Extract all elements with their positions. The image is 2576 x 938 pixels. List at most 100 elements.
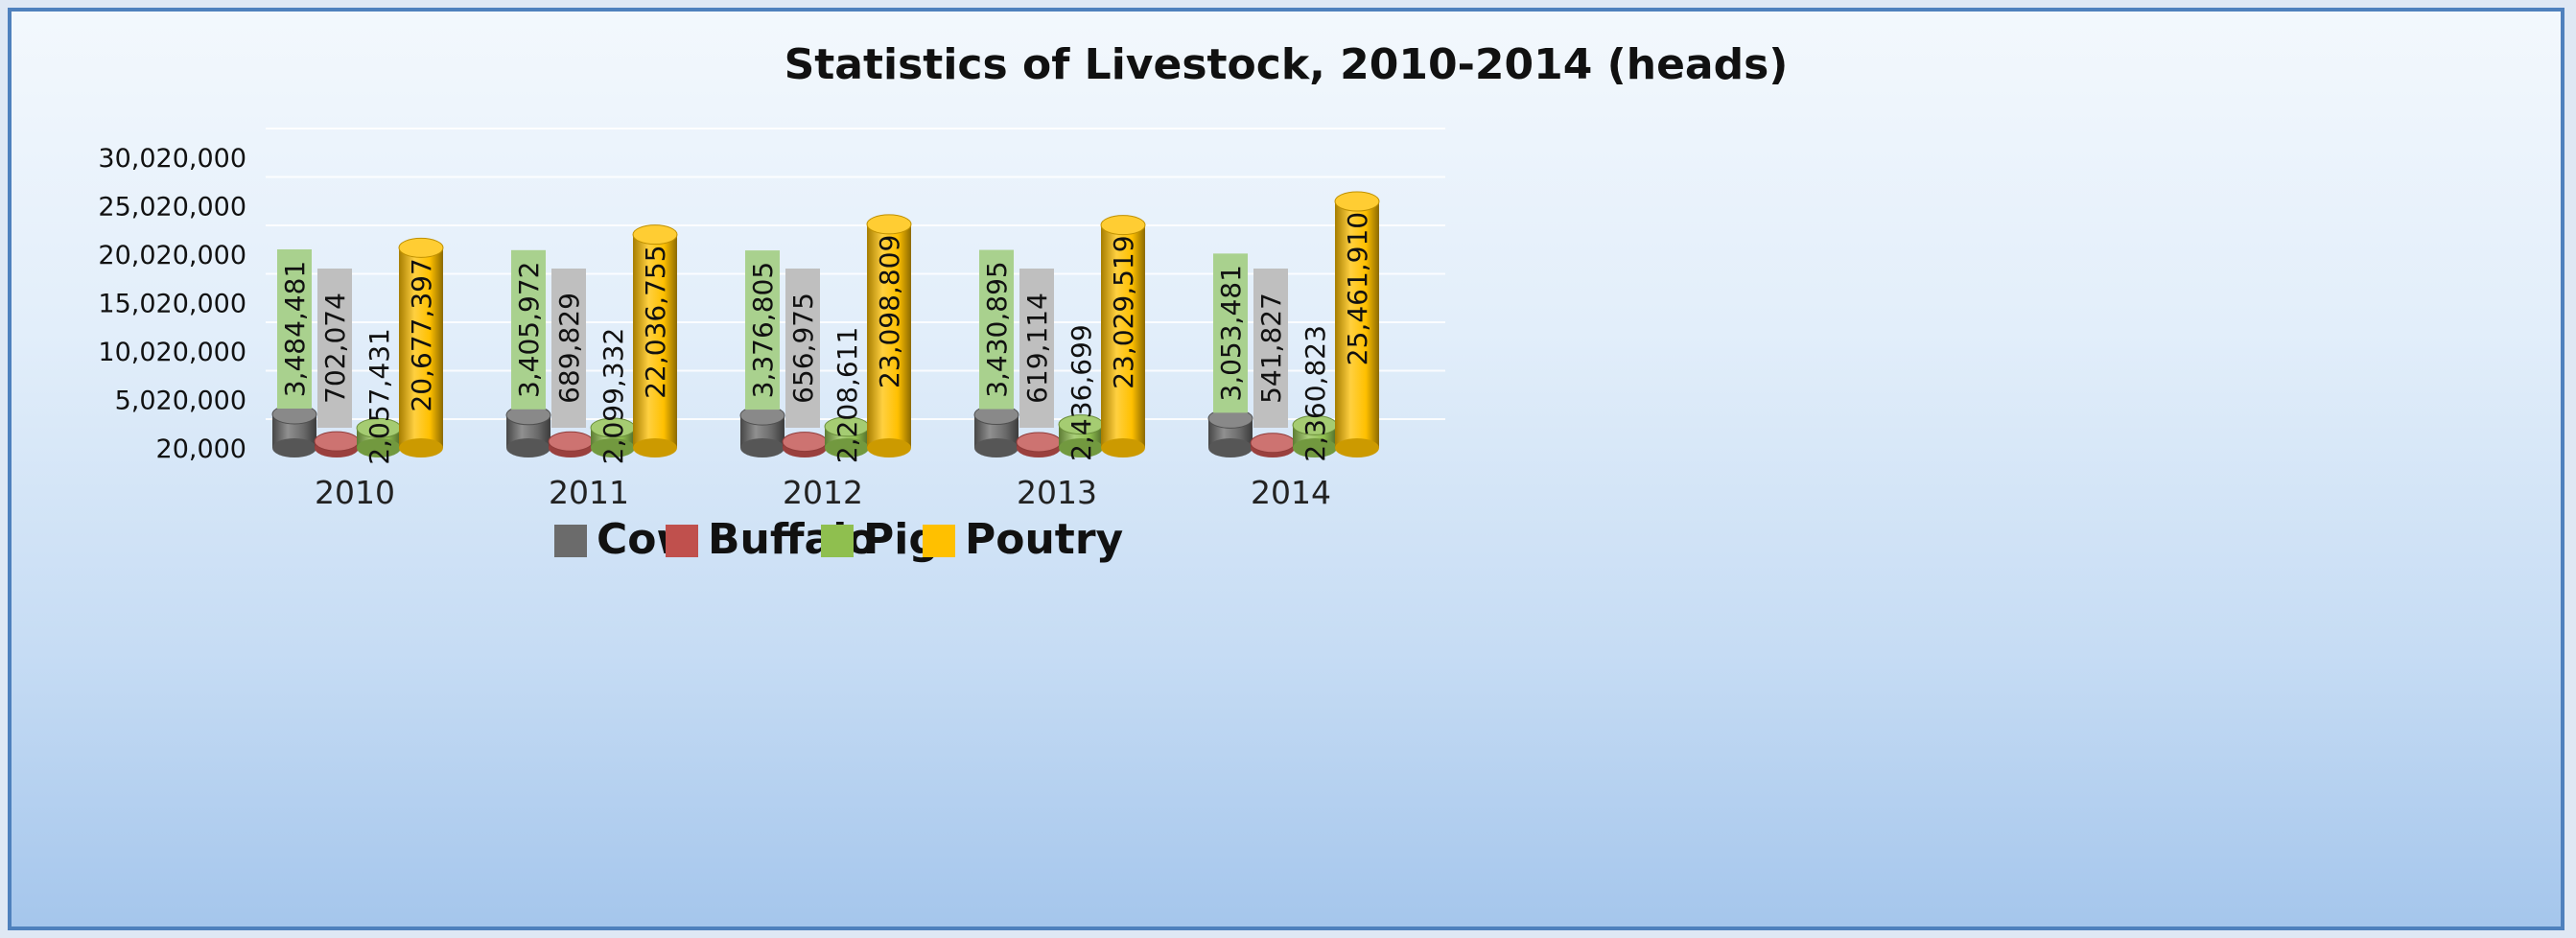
bar-poutry-2011 xyxy=(633,234,677,448)
bar-top-buffalo-2012 xyxy=(782,432,828,453)
bar-top-buffalo-2010 xyxy=(314,431,360,452)
y-tick-label: 10,020,000 xyxy=(98,338,246,367)
data-label-text: 3,405,972 xyxy=(513,262,545,399)
data-label-bg xyxy=(785,269,820,428)
y-tick-label: 15,020,000 xyxy=(98,290,246,319)
bar-base-poutry-2011 xyxy=(633,438,677,457)
bar-base-cow-2012 xyxy=(740,438,785,457)
data-label-text: 22,036,755 xyxy=(640,245,671,398)
x-tick-label-2013: 2013 xyxy=(1017,474,1097,511)
data-label-text: 3,484,481 xyxy=(279,261,311,398)
legend-swatch-poutry xyxy=(923,525,955,557)
bar-base-cow-2013 xyxy=(974,438,1019,457)
data-label-text: 3,053,481 xyxy=(1215,265,1247,402)
data-label-text: 656,975 xyxy=(787,293,819,404)
data-label-text: 2,099,332 xyxy=(597,328,629,465)
data-label-text: 20,677,397 xyxy=(406,258,437,411)
x-tick-label-2010: 2010 xyxy=(315,474,395,511)
bar-base-cow-2010 xyxy=(272,438,316,457)
chart-title: Statistics of Livestock, 2010-2014 (head… xyxy=(785,40,1789,89)
data-label-text: 2,360,823 xyxy=(1300,325,1331,462)
legend-label-poutry: Poutry xyxy=(965,515,1123,564)
data-label-text: 25,461,910 xyxy=(1342,212,1373,365)
bars: 3,484,481 702,074 2,057,431 20,677,397 3,405… xyxy=(271,191,1380,465)
data-label-pig-2012: 2,208,611 xyxy=(831,327,863,464)
data-label-buffalo-2011: 689,829 xyxy=(551,269,586,428)
bar-top-poutry-2010 xyxy=(398,237,444,258)
bar-base-poutry-2013 xyxy=(1101,438,1145,457)
bar-top-poutry-2011 xyxy=(632,224,678,246)
data-label-bg xyxy=(1019,269,1054,428)
bar-poutry-2013 xyxy=(1101,224,1145,448)
x-tick-label-2012: 2012 xyxy=(783,474,863,511)
data-label-text: 541,827 xyxy=(1255,293,1287,404)
bar-base-poutry-2014 xyxy=(1335,438,1379,457)
data-label-bg xyxy=(1253,269,1288,428)
y-tick-label: 20,020,000 xyxy=(98,241,246,270)
data-label-text: 619,114 xyxy=(1021,293,1053,404)
data-label-poutry-2011: 22,036,755 xyxy=(640,245,671,398)
data-label-buffalo-2010: 702,074 xyxy=(317,269,352,428)
x-tick-label-2011: 2011 xyxy=(549,474,629,511)
data-label-text: 689,829 xyxy=(553,293,585,404)
data-label-text: 23,098,809 xyxy=(874,235,905,388)
y-tick-label: 25,020,000 xyxy=(98,193,246,223)
bar-base-pig-2012 xyxy=(825,438,869,457)
x-axis-ticks: 2010 2011 2012 2013 2014 xyxy=(315,474,1331,511)
bar-top-buffalo-2013 xyxy=(1016,432,1062,453)
data-label-text: 2,208,611 xyxy=(831,327,863,464)
bar-top-buffalo-2011 xyxy=(548,431,594,452)
data-label-buffalo-2013: 619,114 xyxy=(1019,269,1054,428)
data-label-cow-2010: 3,484,481 xyxy=(277,249,312,410)
data-label-buffalo-2014: 541,827 xyxy=(1253,269,1288,428)
bar-poutry-2012 xyxy=(867,223,911,448)
data-label-pig-2014: 2,360,823 xyxy=(1300,325,1331,462)
legend-swatch-pig xyxy=(821,525,854,557)
data-label-poutry-2012: 23,098,809 xyxy=(874,235,905,388)
legend-swatch-cow xyxy=(554,525,587,557)
data-label-bg xyxy=(511,249,546,410)
data-label-bg xyxy=(745,250,780,410)
data-label-pig-2013: 2,436,699 xyxy=(1066,324,1097,461)
bar-top-poutry-2014 xyxy=(1334,191,1380,212)
data-label-bg xyxy=(317,269,352,428)
y-tick-label: 5,020,000 xyxy=(115,387,246,416)
data-label-pig-2011: 2,099,332 xyxy=(597,328,629,465)
data-label-bg xyxy=(1213,253,1248,413)
chart-frame: Statistics of Livestock, 2010-2014 (head… xyxy=(8,8,2564,930)
data-label-pig-2010: 2,057,431 xyxy=(363,328,395,465)
bar-base-pig-2010 xyxy=(357,438,401,457)
gridlines xyxy=(266,128,1445,420)
data-label-text: 702,074 xyxy=(319,293,351,404)
bar-base-pig-2013 xyxy=(1059,438,1103,457)
bar-base-pig-2011 xyxy=(591,438,635,457)
data-label-poutry-2013: 23,029,519 xyxy=(1108,235,1139,388)
y-axis-ticks: 20,000 5,020,000 10,020,000 15,020,000 20,02… xyxy=(98,144,246,464)
bar-base-poutry-2010 xyxy=(399,438,443,457)
data-label-poutry-2010: 20,677,397 xyxy=(406,258,437,411)
bar-poutry-2014 xyxy=(1335,201,1379,448)
bar-base-cow-2011 xyxy=(506,438,550,457)
data-label-buffalo-2012: 656,975 xyxy=(785,269,820,428)
data-label-bg xyxy=(277,249,312,410)
data-label-text: 2,436,699 xyxy=(1066,324,1097,461)
data-label-text: 2,057,431 xyxy=(363,328,395,465)
bar-base-cow-2014 xyxy=(1208,438,1253,457)
bar-base-poutry-2012 xyxy=(867,438,911,457)
data-label-bg xyxy=(979,249,1014,410)
data-label-cow-2011: 3,405,972 xyxy=(511,249,546,410)
x-tick-label-2014: 2014 xyxy=(1251,474,1331,511)
data-label-text: 3,376,805 xyxy=(747,262,779,399)
data-label-text: 3,430,895 xyxy=(981,261,1013,398)
livestock-chart: Statistics of Livestock, 2010-2014 (head… xyxy=(98,40,1789,564)
y-tick-label: 20,000 xyxy=(156,434,246,464)
bar-top-poutry-2012 xyxy=(866,214,912,235)
data-label-text: 23,029,519 xyxy=(1108,235,1139,388)
data-label-cow-2013: 3,430,895 xyxy=(979,249,1014,410)
data-label-cow-2012: 3,376,805 xyxy=(745,250,780,410)
legend-swatch-buffalo xyxy=(666,525,698,557)
bar-top-poutry-2013 xyxy=(1100,215,1146,236)
data-label-cow-2014: 3,053,481 xyxy=(1213,253,1248,413)
bar-base-pig-2014 xyxy=(1293,438,1337,457)
